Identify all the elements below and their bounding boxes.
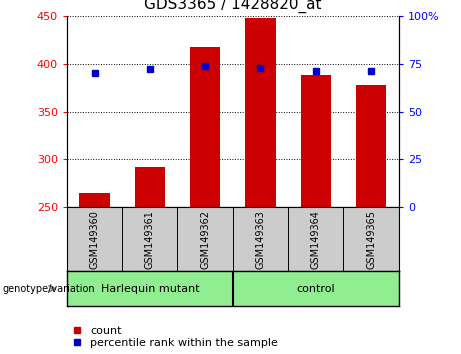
Bar (356, 85, 386, 207)
Bar (245, 18, 276, 207)
Text: control: control (296, 284, 335, 293)
Text: GSM149363: GSM149363 (255, 210, 266, 269)
Bar (79, 193, 110, 207)
Text: GSM149365: GSM149365 (366, 210, 376, 269)
Text: GSM149361: GSM149361 (145, 210, 155, 269)
Legend: count, percentile rank within the sample: count, percentile rank within the sample (72, 326, 278, 348)
Text: Harlequin mutant: Harlequin mutant (100, 284, 199, 293)
Text: genotype/variation: genotype/variation (2, 284, 95, 293)
Title: GDS3365 / 1428820_at: GDS3365 / 1428820_at (144, 0, 322, 13)
Text: GSM149362: GSM149362 (200, 210, 210, 269)
Bar (135, 167, 165, 207)
Text: GSM149360: GSM149360 (89, 210, 100, 269)
Bar (301, 75, 331, 207)
Text: GSM149364: GSM149364 (311, 210, 321, 269)
Bar (190, 46, 220, 207)
